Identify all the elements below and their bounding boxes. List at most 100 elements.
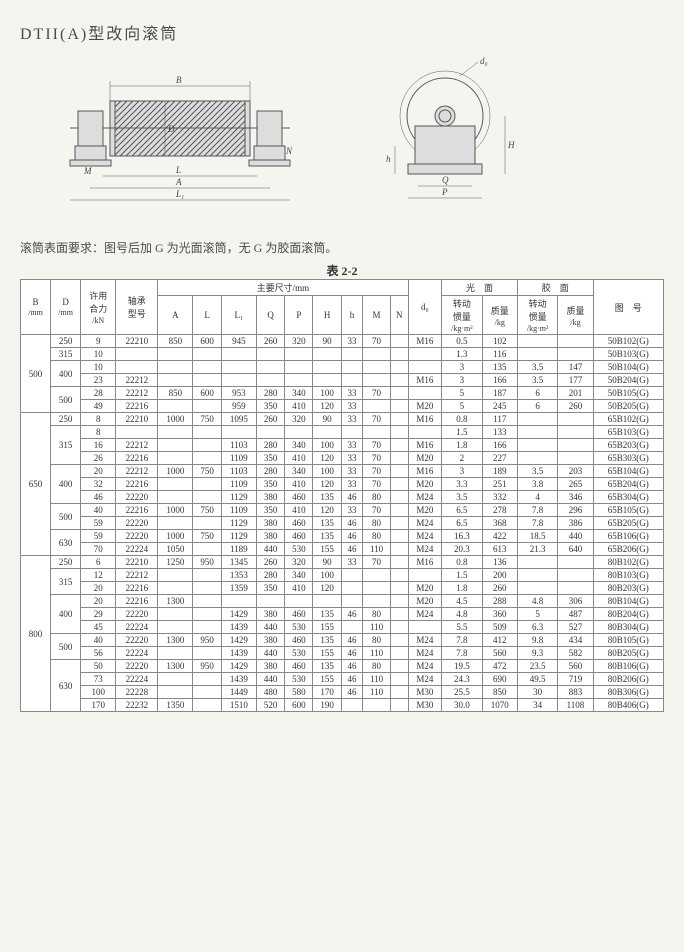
cell-N (390, 517, 408, 530)
cell-L1: 1189 (221, 543, 256, 556)
cell-kN: 40 (81, 504, 116, 517)
cell-L (193, 478, 221, 491)
dim-M: M (83, 166, 92, 176)
cell-s_i: 3.5 (442, 491, 483, 504)
cell-s_m: 136 (482, 556, 517, 569)
cell-kN: 6 (81, 556, 116, 569)
cell-code: 65B206(G) (593, 543, 663, 556)
cell-L1 (221, 595, 256, 608)
cell-Q: 480 (256, 686, 284, 699)
cell-P: 410 (285, 400, 313, 413)
cell-code: 65B205(G) (593, 517, 663, 530)
cell-Q (256, 348, 284, 361)
cell-A (158, 582, 193, 595)
dim-h: h (386, 154, 391, 164)
cell-s_m: 850 (482, 686, 517, 699)
cell-L: 950 (193, 660, 221, 673)
cell-L1: 959 (221, 400, 256, 413)
cell-H (313, 426, 341, 439)
cell-L (193, 595, 221, 608)
cell-A (158, 400, 193, 413)
cell-L (193, 400, 221, 413)
cell-H: 90 (313, 413, 341, 426)
cell-bearing: 22224 (116, 647, 158, 660)
cell-s_i: 7.8 (442, 647, 483, 660)
cell-A (158, 647, 193, 660)
cell-Q: 280 (256, 465, 284, 478)
dim-L1: L₁ (175, 189, 184, 199)
cell-P: 340 (285, 387, 313, 400)
table-row: 1702223213501510520600190M3030.010703411… (21, 699, 664, 712)
cell-M: 70 (363, 413, 391, 426)
cell-code: 50B204(G) (593, 374, 663, 387)
cell-r_i: 9.8 (517, 634, 558, 647)
cell-d0 (408, 348, 442, 361)
cell-N (390, 491, 408, 504)
dim-N: N (285, 146, 293, 156)
cell-s_i: 7.8 (442, 634, 483, 647)
cell-code: 65B103(G) (593, 426, 663, 439)
cell-h: 33 (341, 413, 362, 426)
cell-code: 50B105(G) (593, 387, 663, 400)
cell-L (193, 608, 221, 621)
cell-L1: 1109 (221, 504, 256, 517)
cell-N (390, 452, 408, 465)
cell-H: 120 (313, 452, 341, 465)
cell-d0: M24 (408, 530, 442, 543)
cell-r_m: 306 (558, 595, 593, 608)
cell-P: 410 (285, 504, 313, 517)
cell-D: 315 (51, 348, 81, 361)
cell-kN: 8 (81, 413, 116, 426)
cell-L1: 1359 (221, 582, 256, 595)
cell-s_i: 19.5 (442, 660, 483, 673)
cell-Q: 380 (256, 491, 284, 504)
cell-h: 33 (341, 387, 362, 400)
cell-M: 110 (363, 686, 391, 699)
cell-r_m: 203 (558, 465, 593, 478)
cell-bearing: 22210 (116, 413, 158, 426)
cell-H: 155 (313, 621, 341, 634)
cell-bearing: 22212 (116, 374, 158, 387)
cell-N (390, 387, 408, 400)
cell-kN: 56 (81, 647, 116, 660)
cell-H: 100 (313, 465, 341, 478)
cell-N (390, 686, 408, 699)
table-row: 40020222161300M204.52884.830680B104(G) (21, 595, 664, 608)
cell-M (363, 426, 391, 439)
cell-r_i (517, 426, 558, 439)
cell-s_m: 251 (482, 478, 517, 491)
cell-bearing: 22220 (116, 608, 158, 621)
cell-A: 1050 (158, 543, 193, 556)
cell-M (363, 595, 391, 608)
cell-d0 (408, 361, 442, 374)
cell-D: 250 (51, 556, 81, 569)
table-row: 292222014293804601354680M244.8360548780B… (21, 608, 664, 621)
cell-kN: 12 (81, 569, 116, 582)
cell-bearing: 22220 (116, 660, 158, 673)
cell-L1: 1345 (221, 556, 256, 569)
cell-code: 80B206(G) (593, 673, 663, 686)
cell-M (363, 374, 391, 387)
cell-d0: M20 (408, 452, 442, 465)
cell-bearing (116, 348, 158, 361)
cell-r_m (558, 348, 593, 361)
side-view-diagram: d₀ H h Q P (360, 56, 530, 219)
table-row: 262221611093504101203370M20222765B303(G) (21, 452, 664, 465)
cell-L (193, 374, 221, 387)
col-M: M (363, 296, 391, 335)
cell-L (193, 647, 221, 660)
cell-L1 (221, 374, 256, 387)
cell-N (390, 335, 408, 348)
cell-d0: M16 (408, 413, 442, 426)
cell-D: 500 (51, 504, 81, 530)
cell-bearing: 22232 (116, 699, 158, 712)
cell-H: 190 (313, 699, 341, 712)
cell-r_m: 201 (558, 387, 593, 400)
cell-d0: M20 (408, 400, 442, 413)
cell-s_i: 2 (442, 452, 483, 465)
cell-A (158, 452, 193, 465)
cell-N (390, 621, 408, 634)
cell-r_i: 4.8 (517, 595, 558, 608)
cell-N (390, 439, 408, 452)
col-drawing: 图 号 (593, 280, 663, 335)
